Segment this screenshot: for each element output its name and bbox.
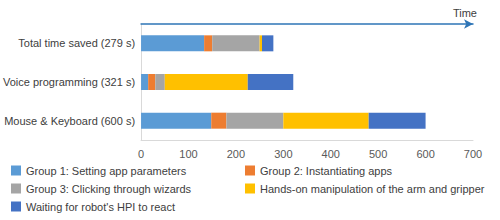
svg-text:Mouse & Keyboard (600 s): Mouse & Keyboard (600 s) — [4, 115, 135, 127]
svg-text:400: 400 — [322, 148, 340, 160]
svg-text:100: 100 — [179, 148, 197, 160]
svg-text:Total time saved (279 s): Total time saved (279 s) — [18, 37, 135, 49]
svg-text:600: 600 — [416, 148, 434, 160]
svg-text:Voice programming (321 s): Voice programming (321 s) — [3, 76, 135, 88]
svg-text:500: 500 — [369, 148, 387, 160]
svg-text:Group 1: Setting app parameter: Group 1: Setting app parameters — [26, 165, 187, 177]
svg-text:Time: Time — [453, 7, 477, 19]
svg-text:Hands-on manipulation of the a: Hands-on manipulation of the arm and gri… — [260, 183, 485, 195]
svg-text:Group 2: Instantiating apps: Group 2: Instantiating apps — [260, 165, 393, 177]
svg-text:Group 3: Clicking through wiza: Group 3: Clicking through wizards — [26, 183, 192, 195]
svg-text:Waiting for robot's HPI to rea: Waiting for robot's HPI to react — [26, 201, 175, 213]
svg-text:200: 200 — [227, 148, 245, 160]
svg-text:0: 0 — [138, 148, 144, 160]
svg-text:700: 700 — [464, 148, 482, 160]
svg-text:300: 300 — [274, 148, 292, 160]
